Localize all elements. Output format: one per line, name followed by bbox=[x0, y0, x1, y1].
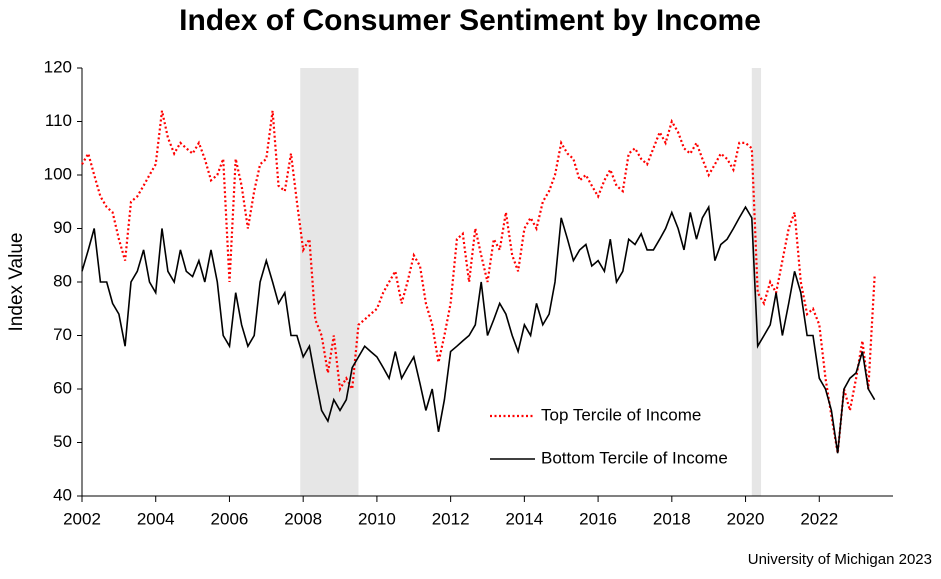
legend-label: Bottom Tercile of Income bbox=[541, 448, 728, 467]
y-tick-label: 110 bbox=[45, 111, 72, 130]
chart-title: Index of Consumer Sentiment by Income bbox=[179, 4, 761, 37]
y-tick-label: 60 bbox=[53, 378, 72, 397]
shaded-period bbox=[300, 68, 359, 496]
x-tick-label: 2020 bbox=[727, 509, 765, 528]
x-tick-label: 2018 bbox=[653, 509, 691, 528]
x-tick-label: 2006 bbox=[211, 509, 249, 528]
x-tick-label: 2010 bbox=[358, 509, 396, 528]
y-tick-label: 90 bbox=[53, 218, 72, 237]
x-tick-label: 2016 bbox=[579, 509, 617, 528]
source: University of Michigan 2023 bbox=[748, 551, 932, 568]
x-tick-label: 2014 bbox=[505, 509, 543, 528]
x-tick-label: 2022 bbox=[800, 509, 838, 528]
y-tick-label: 120 bbox=[44, 57, 72, 76]
x-tick-label: 2012 bbox=[432, 509, 470, 528]
y-tick-label: 40 bbox=[53, 485, 72, 504]
y-tick-label: 50 bbox=[53, 432, 72, 451]
y-tick-label: 70 bbox=[53, 325, 72, 344]
series-line bbox=[81, 110, 876, 454]
y-tick-label: 80 bbox=[53, 271, 72, 290]
y-axis-title: Index Value bbox=[6, 233, 27, 332]
x-tick-label: 2004 bbox=[137, 509, 175, 528]
x-tick-label: 2002 bbox=[63, 509, 101, 528]
x-tick-label: 2008 bbox=[284, 509, 322, 528]
legend-label: Top Tercile of Income bbox=[541, 405, 701, 424]
series-line bbox=[81, 204, 876, 454]
y-tick-label: 100 bbox=[44, 164, 72, 183]
